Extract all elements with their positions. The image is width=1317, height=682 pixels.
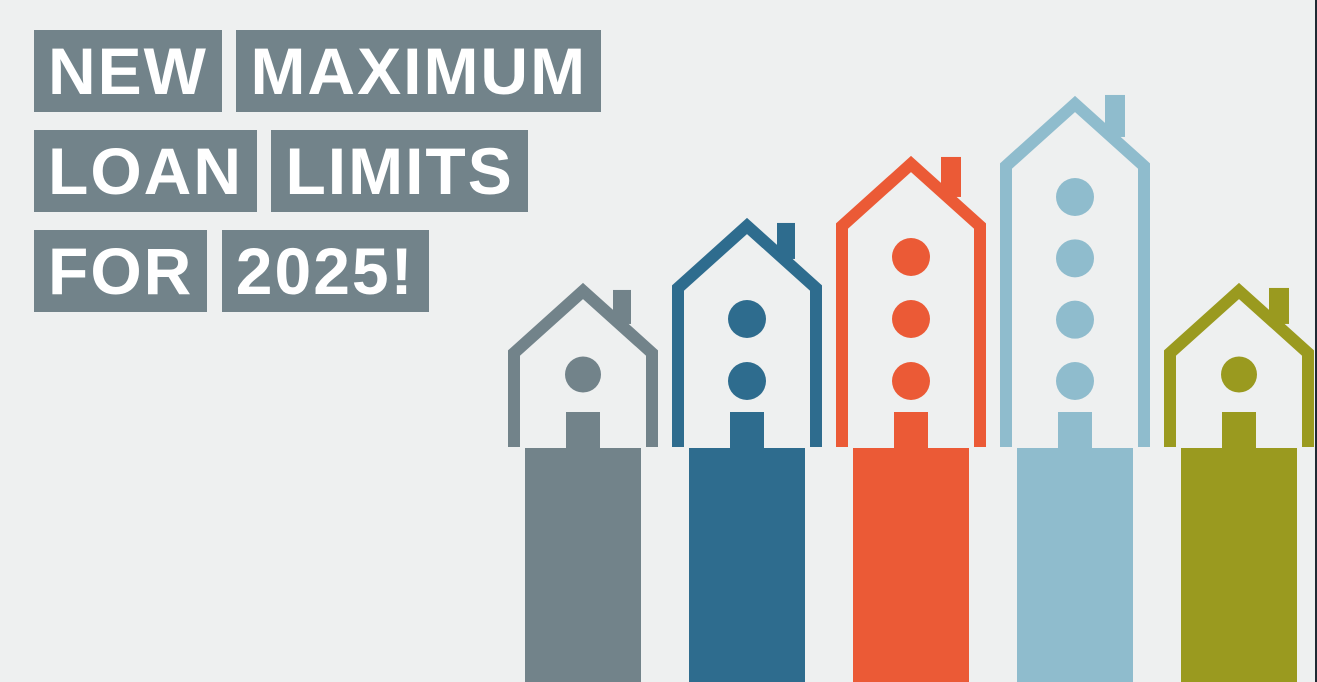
headline-word: NEW (34, 30, 222, 112)
house-5-bar (1181, 448, 1297, 682)
house-1-bar (525, 448, 641, 682)
house-4-bar (1017, 448, 1133, 682)
house-5-house-icon (1164, 253, 1314, 448)
headline-word: 2025! (222, 230, 429, 312)
house-1 (508, 0, 658, 682)
infographic-stage: NEW MAXIMUM LOAN LIMITS FOR 2025! (0, 0, 1317, 682)
house-2-house-icon (672, 188, 822, 448)
house-2 (672, 0, 822, 682)
headline-word: LIMITS (271, 130, 527, 212)
house-2-bar (689, 448, 805, 682)
house-4 (1000, 0, 1150, 682)
house-1-house-icon (508, 255, 658, 448)
house-3-bar (853, 448, 969, 682)
headline-word: LOAN (34, 130, 257, 212)
house-3 (836, 0, 986, 682)
house-5 (1164, 0, 1314, 682)
headline-word: FOR (34, 230, 207, 312)
house-4-house-icon (1000, 60, 1150, 448)
house-3-house-icon (836, 122, 986, 448)
